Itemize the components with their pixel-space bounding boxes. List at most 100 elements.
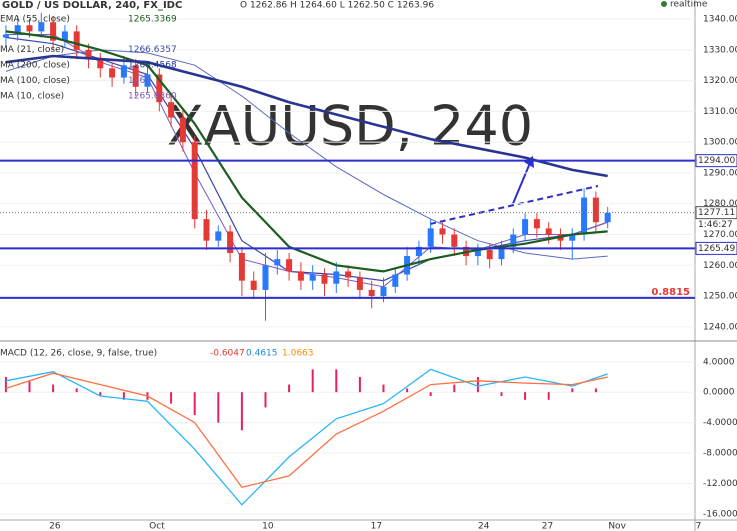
last-price-tag [695,206,737,220]
histogram-bar [170,392,173,404]
level-tag [695,154,737,168]
candle-body [109,68,116,78]
candle-body [274,259,281,266]
histogram-bar [476,376,479,393]
histogram-bar [4,376,7,393]
candle-body [380,286,387,297]
histogram-bar [594,388,597,393]
candle-body [309,274,316,281]
histogram-bar [288,384,291,393]
y-tick-label: 1280.00 [703,199,737,209]
ohlc-readout: O 1262.86 H 1264.60 L 1262.50 C 1263.96 [240,1,434,11]
candle-body [368,289,375,297]
level-label: 1265.49 [698,244,735,254]
histogram-bar [264,392,267,408]
candle-body [321,274,328,284]
candle-body [533,219,540,229]
histogram-bar [99,392,102,397]
y-tick-label: -12.0000 [703,479,737,489]
histogram-bar [500,392,503,397]
candle-body [191,142,198,220]
macd-readout: 1.0663 [282,349,314,359]
histogram-bar [311,369,314,393]
level-label: 1294.00 [698,156,735,166]
candle-body [227,231,234,253]
candle-body [415,246,422,257]
status: realtime [670,0,708,10]
candle-body [144,74,151,87]
candle-body [97,59,104,69]
candle-body [345,271,352,278]
legend-value: 1268.4568 [128,61,177,71]
candle-body [451,234,458,247]
y-tick-label: -4.0000 [703,418,737,428]
level-tag [695,241,737,255]
y-tick-label: 1290.00 [703,168,737,178]
indicator-line [5,368,608,506]
indicator-line [5,49,608,260]
y-tick-label: 1340.00 [703,15,737,25]
histogram-bar [429,392,432,397]
legend-value: 1265.0360 [128,92,177,102]
y-tick-label: 1320.00 [703,76,737,86]
candle-body [569,234,576,241]
candle-body [510,234,517,247]
candle-body [439,228,446,235]
candle-body [427,228,434,247]
candle-body [333,271,340,284]
arrow-shaft [511,162,531,207]
histogram-bar [358,376,361,393]
histogram-bar [28,380,31,393]
histogram-bar [335,369,338,393]
y-tick-label: 1300.00 [703,138,737,148]
candle-body [38,22,45,32]
x-tick-label: 24 [478,522,490,531]
trendline [429,185,599,225]
histogram-bar [193,392,196,416]
x-tick-label: 27 [542,522,553,531]
legend-name: MA (200, close) [0,61,70,71]
y-tick-label: 4.0000 [703,357,735,367]
x-tick-label: Oct [149,522,165,531]
candle-body [392,274,399,287]
y-tick-label: 1240.00 [703,322,737,332]
legend-value: 1265.3369 [128,15,177,25]
legend-name: MA (100, close) [0,76,70,86]
candle-body [73,31,80,50]
last-price-label: 1277.11 [698,208,735,218]
histogram-bar [52,384,55,393]
legend-name: MA (10, close) [0,92,64,102]
x-tick-label: Nov [608,522,626,531]
candle-body [215,231,222,241]
candle-body [168,102,175,118]
status-dot [661,1,667,7]
histogram-bar [571,388,574,393]
histogram-bar [240,392,243,431]
candle-body [486,249,493,260]
histogram-bar [382,384,385,393]
candle-body [132,65,139,87]
y-tick-label: 1330.00 [703,45,737,55]
candle-body [262,265,269,290]
candle-body [286,259,293,272]
histogram-bar [547,392,550,400]
candle-body [592,197,599,223]
histogram-bar [75,388,78,393]
macd-title: MACD (12, 26, close, 9, false, true) [0,349,157,359]
candle-body [356,277,363,290]
histogram-bar [406,388,409,393]
x-tick-label: 26 [49,522,61,531]
histogram-bar [217,392,220,423]
legend-value: 1268 [128,76,151,86]
candle-body [581,197,588,235]
candle-body [498,246,505,260]
indicator-line [5,30,608,273]
legend-name: MA (21, close) [0,45,64,55]
macd-readout: 0.4615 [246,349,278,359]
candle-body [179,117,186,143]
chart-title: GOLD / US DOLLAR, 240, FX_IDC [2,0,182,11]
y-tick-label: 0.0000 [703,388,735,398]
candle-body [238,252,245,281]
candle-body [14,25,21,35]
